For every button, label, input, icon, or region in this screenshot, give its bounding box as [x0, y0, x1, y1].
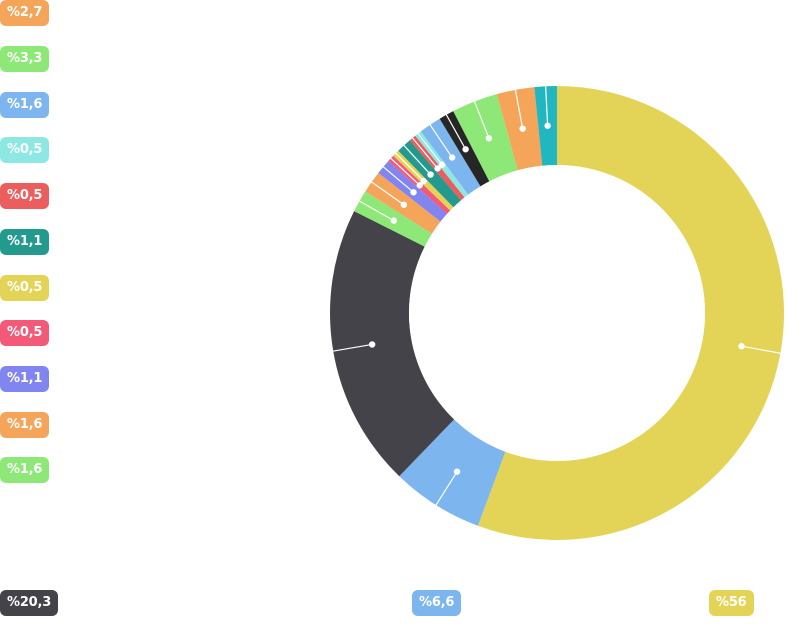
- slice-value-label: %1,6: [0, 412, 50, 438]
- slice-value-label: %0,5: [0, 137, 50, 163]
- donut-slice: [329, 211, 455, 477]
- leader-dot: [738, 342, 745, 350]
- leader-dot: [544, 122, 551, 129]
- leader-line: [741, 345, 783, 355]
- leader-line: [428, 122, 453, 158]
- leader-line: [434, 471, 458, 508]
- leader-line: [473, 99, 490, 139]
- slice-value-label: %6,6: [412, 590, 462, 616]
- slice-value-label: %1,6: [0, 457, 50, 483]
- leader-line: [402, 143, 431, 175]
- slice-value-label: %1,1: [0, 366, 50, 392]
- leader-dot: [439, 161, 446, 168]
- leader-line: [416, 131, 443, 166]
- donut-slice: [477, 86, 784, 540]
- leader-line: [544, 84, 549, 126]
- leader-line: [514, 87, 524, 129]
- leader-dot: [519, 125, 526, 132]
- slice-value-label: %2,7: [0, 0, 50, 26]
- leader-line: [393, 151, 425, 182]
- leader-line: [331, 343, 373, 353]
- leader-dot: [368, 341, 376, 348]
- leader-line: [381, 165, 414, 193]
- leader-line: [444, 112, 467, 150]
- leader-line: [357, 199, 395, 222]
- slice-value-label: %3,3: [0, 46, 50, 72]
- slice-value-label: %1,6: [0, 92, 50, 118]
- leader-dot: [390, 217, 398, 224]
- donut-hole: [409, 165, 705, 461]
- leader-dot: [420, 177, 427, 185]
- leader-line: [369, 180, 405, 206]
- slice-value-label: %20,3: [0, 590, 59, 616]
- leader-dot: [434, 165, 441, 172]
- leader-dot: [462, 146, 469, 153]
- leader-dot: [427, 171, 434, 178]
- leader-line: [388, 156, 421, 186]
- slice-value-label: %0,5: [0, 183, 50, 209]
- leader-dot: [416, 182, 423, 189]
- leader-dot: [448, 154, 456, 161]
- leader-dot: [485, 135, 493, 142]
- donut-slice: [399, 419, 506, 526]
- donut-slice: [453, 94, 518, 182]
- leader-dot: [453, 468, 461, 475]
- slice-value-label: %56: [709, 590, 754, 616]
- slice-value-label: %1,1: [0, 229, 50, 255]
- leader-line: [410, 136, 439, 169]
- leader-dot: [400, 201, 408, 208]
- slice-value-label: %0,5: [0, 320, 50, 346]
- slice-value-label: %0,5: [0, 275, 50, 301]
- leader-dot: [410, 189, 417, 196]
